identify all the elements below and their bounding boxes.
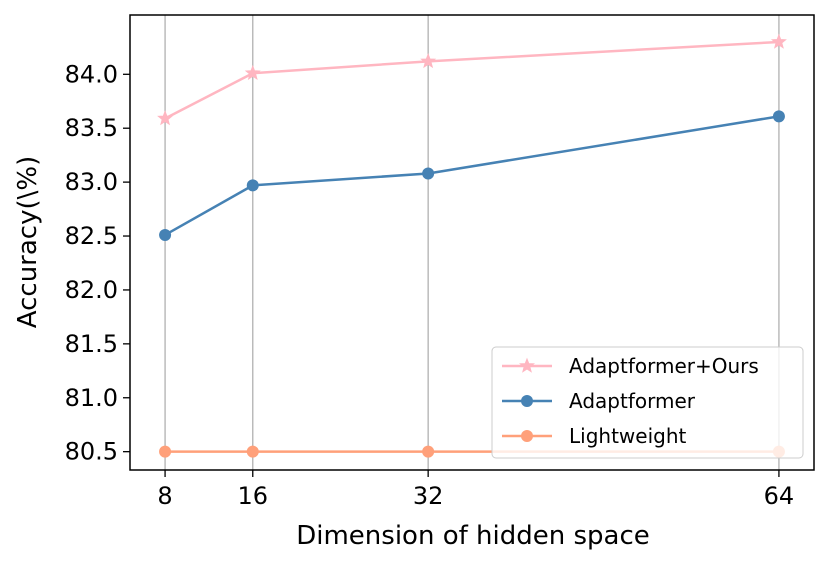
x-tick-label: 16 [237,482,268,510]
legend-box [491,346,804,459]
x-axis-label: Dimension of hidden space [296,521,650,551]
data-point [770,33,787,49]
legend-marker [521,395,533,407]
legend-label: Lightweight [569,424,687,448]
data-point [159,445,172,458]
legend-label: Adaptformer+Ours [569,354,759,378]
series-line [164,40,779,120]
legend: Adaptformer+Ours Adaptformer Lightweight [491,346,804,459]
y-axis: 80.5 81.0 81.5 82.0 82.5 83.0 83.5 84.0 [65,60,130,466]
plot-frame [129,14,815,471]
data-point [772,110,785,123]
data-point [246,445,259,458]
data-point [422,445,435,458]
legend-marker [521,430,533,442]
data-point [157,110,174,126]
legend-label: Adaptformer [569,389,696,413]
y-tick-label: 82.5 [65,222,118,250]
y-tick-label: 82.0 [65,276,118,304]
x-axis: 8 16 32 64 [157,470,794,510]
y-tick-label: 84.0 [65,60,118,88]
series-line [164,115,780,237]
legend-marker [519,357,535,373]
y-tick-label: 83.0 [65,168,118,196]
x-tick-label: 8 [157,482,172,510]
y-axis-label: Accuracy(\%) [13,156,43,328]
data-point [422,167,435,180]
y-tick-label: 80.5 [65,438,118,466]
y-tick-label: 83.5 [65,114,118,142]
x-tick-label: 32 [413,482,444,510]
data-point [420,52,437,69]
data-point [244,64,261,81]
x-tick-label: 64 [764,482,795,510]
data-point [159,228,172,241]
y-tick-label: 81.5 [65,330,118,358]
data-point [246,179,259,192]
y-tick-label: 81.0 [65,384,118,412]
